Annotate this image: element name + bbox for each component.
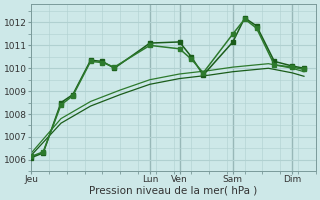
X-axis label: Pression niveau de la mer( hPa ): Pression niveau de la mer( hPa ) (90, 186, 258, 196)
